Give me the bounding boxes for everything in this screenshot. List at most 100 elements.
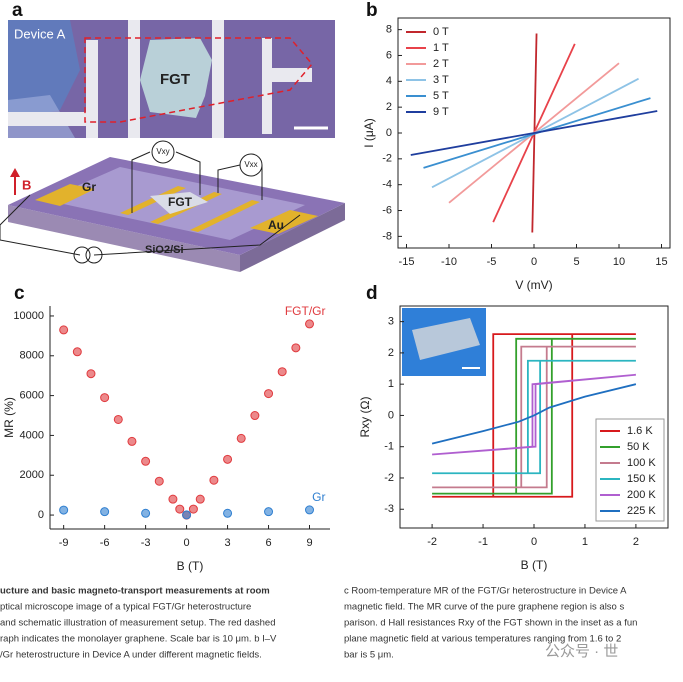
electrode [250, 210, 318, 234]
y-tick-label: 4 [386, 75, 392, 87]
caption-line: ptical microscope image of a typical FGT… [0, 602, 251, 613]
x-tick-label: -9 [59, 537, 69, 549]
data-point [86, 369, 96, 379]
series-line [432, 359, 636, 475]
y-tick-label: 0 [388, 409, 394, 421]
x-tick-label: 6 [265, 537, 271, 549]
electrode [212, 20, 224, 138]
fgt-flake [140, 38, 212, 118]
device-label: Device A [14, 26, 66, 41]
data-point [154, 476, 164, 486]
legend-box [595, 418, 665, 522]
graphite-flake [8, 20, 80, 120]
y-tick-label: 2000 [20, 469, 44, 481]
caption-line: c Room-temperature MR of the FGT/Gr hete… [344, 586, 627, 597]
data-point [209, 475, 219, 485]
data-point [223, 454, 233, 464]
x-tick-label: 9 [306, 537, 312, 549]
x-tick-label: 0 [184, 537, 190, 549]
caption: ucture and basic magneto-transport measu… [0, 586, 637, 661]
electrode [120, 186, 186, 215]
legend-label: 5 T [433, 90, 449, 102]
y-tick-label: -1 [384, 441, 394, 453]
series-line [432, 345, 636, 489]
watermark: 公众号 · 世 [545, 643, 618, 660]
legend-label: 200 K [627, 489, 656, 501]
caption-line: raph indicates the monolayer graphene. S… [0, 634, 277, 645]
y-tick-label: -4 [382, 179, 392, 191]
x-tick-label: 0 [531, 256, 537, 268]
x-tick-label: -15 [399, 256, 415, 268]
x-tick-label: -10 [441, 256, 457, 268]
y-tick-label: 6 [386, 49, 392, 61]
y-tick-label: 3 [388, 316, 394, 328]
y-tick-label: 0 [38, 509, 44, 521]
y-tick-label: 1 [388, 378, 394, 390]
flake-label: FGT [160, 71, 190, 88]
data-point [277, 367, 287, 377]
caption-line: magnetic field. The MR curve of the pure… [344, 602, 624, 613]
voltmeter [151, 140, 175, 164]
x-axis-label: V (mV) [515, 278, 552, 292]
current-source [73, 246, 91, 264]
panel-label: b [366, 0, 378, 21]
data-point [250, 411, 260, 421]
data-point [141, 508, 151, 518]
substrate-side [240, 203, 345, 272]
legend-label: 9 T [433, 106, 449, 118]
y-tick-label: 8 [386, 24, 392, 36]
data-point [59, 505, 69, 515]
panel-label: a [12, 0, 23, 21]
legend-label: 2 T [433, 58, 449, 70]
substrate-side [8, 205, 240, 272]
data-point [305, 505, 315, 515]
y-tick-label: -2 [384, 472, 394, 484]
current-source [85, 246, 103, 264]
x-axis-label: B (T) [177, 559, 204, 573]
y-tick-label: -6 [382, 204, 392, 216]
y-tick-label: 10000 [13, 310, 44, 322]
series-line [432, 333, 636, 498]
data-point [182, 510, 192, 520]
data-point [127, 436, 137, 446]
panel-label: c [14, 283, 25, 304]
series-line [410, 110, 658, 156]
substrate-label: SiO2/Si [145, 244, 184, 256]
panel-label: d [366, 283, 378, 304]
x-tick-label: 15 [655, 256, 667, 268]
x-tick-label: -6 [100, 537, 110, 549]
field-label: B [22, 177, 31, 192]
y-tick-label: 2 [388, 347, 394, 359]
graphene-label: Gr [82, 180, 96, 194]
data-point [305, 319, 315, 329]
legend-label: 225 K [627, 505, 656, 517]
series-line [432, 337, 636, 495]
y-tick-label: 0 [386, 127, 392, 139]
caption-line: plane magnetic field at various temperat… [344, 634, 621, 645]
data-point [175, 504, 185, 514]
data-point [264, 389, 274, 399]
y-tick-label: 8000 [20, 350, 44, 362]
legend-label: 150 K [627, 473, 656, 485]
x-tick-label: -2 [427, 536, 437, 548]
electrode [262, 38, 272, 134]
y-tick-label: 2 [386, 101, 392, 113]
electrode [190, 200, 260, 232]
data-point [113, 414, 123, 424]
caption-line: bar is 5 μm. [344, 650, 394, 661]
x-tick-label: -1 [478, 536, 488, 548]
electrode-label: Au [268, 218, 284, 232]
inset-image [402, 308, 486, 376]
legend-label: 0 T [433, 26, 449, 38]
series-line [431, 383, 637, 445]
x-tick-label: 2 [633, 536, 639, 548]
graphene-outline [84, 37, 313, 123]
x-tick-label: 5 [573, 256, 579, 268]
vxx-label: Vxx [244, 160, 257, 169]
y-tick-label: 6000 [20, 390, 44, 402]
x-tick-label: -3 [141, 537, 151, 549]
data-point [188, 504, 198, 514]
x-tick-label: -5 [487, 256, 497, 268]
